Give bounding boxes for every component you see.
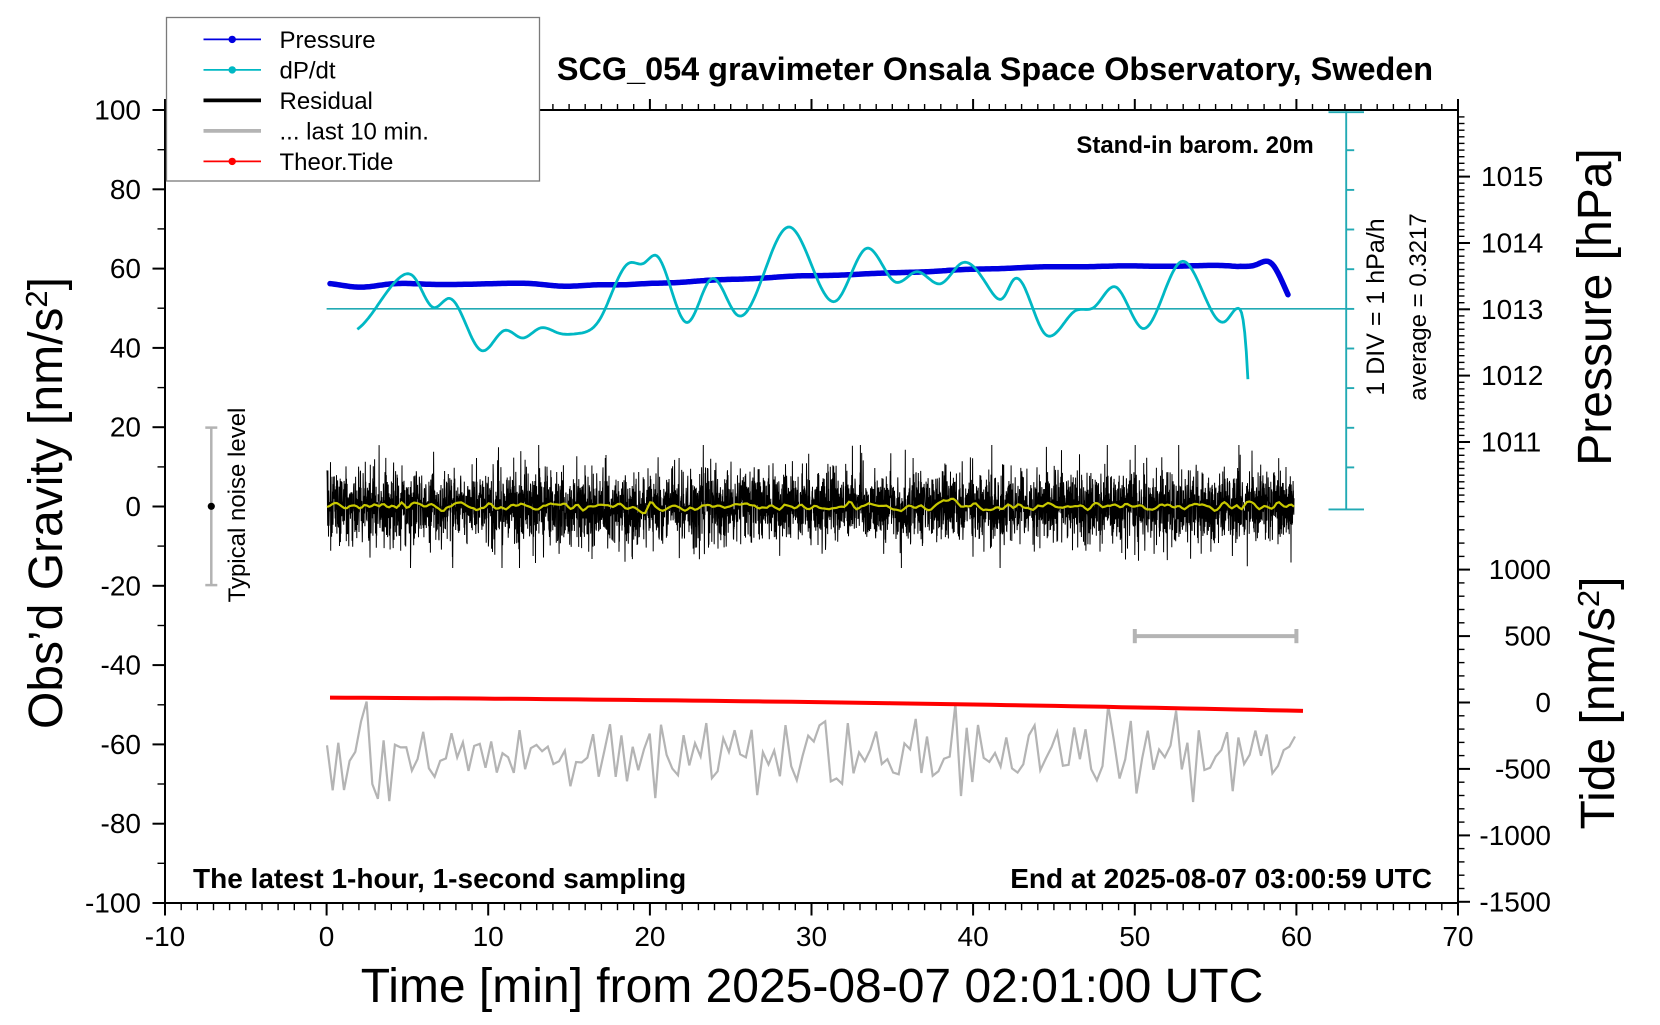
svg-text:SCG_054 gravimeter Onsala Spac: SCG_054 gravimeter Onsala Space Observat… (557, 51, 1433, 87)
svg-text:Theor.Tide: Theor.Tide (280, 149, 394, 176)
svg-text:30: 30 (796, 921, 827, 952)
svg-text:20: 20 (634, 921, 665, 952)
svg-text:60: 60 (110, 253, 141, 284)
svg-text:Pressure [hPa]: Pressure [hPa] (1569, 148, 1622, 465)
svg-text:-1000: -1000 (1479, 820, 1551, 851)
svg-text:1 DIV = 1 hPa/h: 1 DIV = 1 hPa/h (1362, 218, 1390, 395)
svg-text:40: 40 (110, 332, 141, 363)
svg-text:1011: 1011 (1481, 427, 1541, 458)
svg-text:average = 0.3217: average = 0.3217 (1405, 213, 1432, 401)
svg-text:Residual: Residual (280, 88, 373, 115)
svg-text:100: 100 (94, 95, 141, 126)
svg-text:-80: -80 (101, 808, 141, 839)
svg-text:Pressure: Pressure (280, 27, 376, 54)
svg-text:Stand-in barom. 20m: Stand-in barom. 20m (1076, 132, 1313, 159)
svg-text:-500: -500 (1495, 753, 1551, 784)
svg-text:Tide [nm/s2]: Tide [nm/s2] (1571, 577, 1625, 830)
svg-text:Typical noise level: Typical noise level (224, 408, 251, 603)
svg-text:80: 80 (110, 174, 141, 205)
svg-text:End at 2025-08-07 03:00:59 UTC: End at 2025-08-07 03:00:59 UTC (1010, 863, 1432, 894)
svg-text:40: 40 (958, 921, 989, 952)
svg-text:-20: -20 (101, 570, 141, 601)
svg-text:The latest 1-hour, 1-second sa: The latest 1-hour, 1-second sampling (193, 863, 686, 894)
svg-text:60: 60 (1281, 921, 1312, 952)
svg-text:Time [min] from 2025-08-07 02:: Time [min] from 2025-08-07 02:01:00 UTC (361, 960, 1264, 1013)
svg-text:... last 10 min.: ... last 10 min. (280, 118, 429, 145)
svg-text:500: 500 (1504, 621, 1551, 652)
svg-text:dP/dt: dP/dt (280, 57, 336, 84)
svg-text:70: 70 (1442, 921, 1473, 952)
svg-text:1014: 1014 (1481, 228, 1543, 259)
svg-text:-60: -60 (101, 729, 141, 760)
svg-text:10: 10 (473, 921, 504, 952)
svg-text:-10: -10 (145, 921, 185, 952)
svg-text:1012: 1012 (1481, 360, 1543, 391)
svg-text:-40: -40 (101, 650, 141, 681)
svg-text:20: 20 (110, 412, 141, 443)
svg-text:1000: 1000 (1489, 554, 1551, 585)
svg-text:1015: 1015 (1481, 161, 1543, 192)
svg-text:50: 50 (1119, 921, 1150, 952)
svg-text:-1500: -1500 (1479, 886, 1551, 917)
svg-text:Obs’d Gravity [nm/s2]: Obs’d Gravity [nm/s2] (19, 277, 73, 729)
svg-text:0: 0 (125, 491, 141, 522)
svg-text:1013: 1013 (1481, 294, 1543, 325)
svg-text:0: 0 (1535, 687, 1551, 718)
svg-text:0: 0 (319, 921, 335, 952)
svg-text:-100: -100 (85, 888, 141, 919)
